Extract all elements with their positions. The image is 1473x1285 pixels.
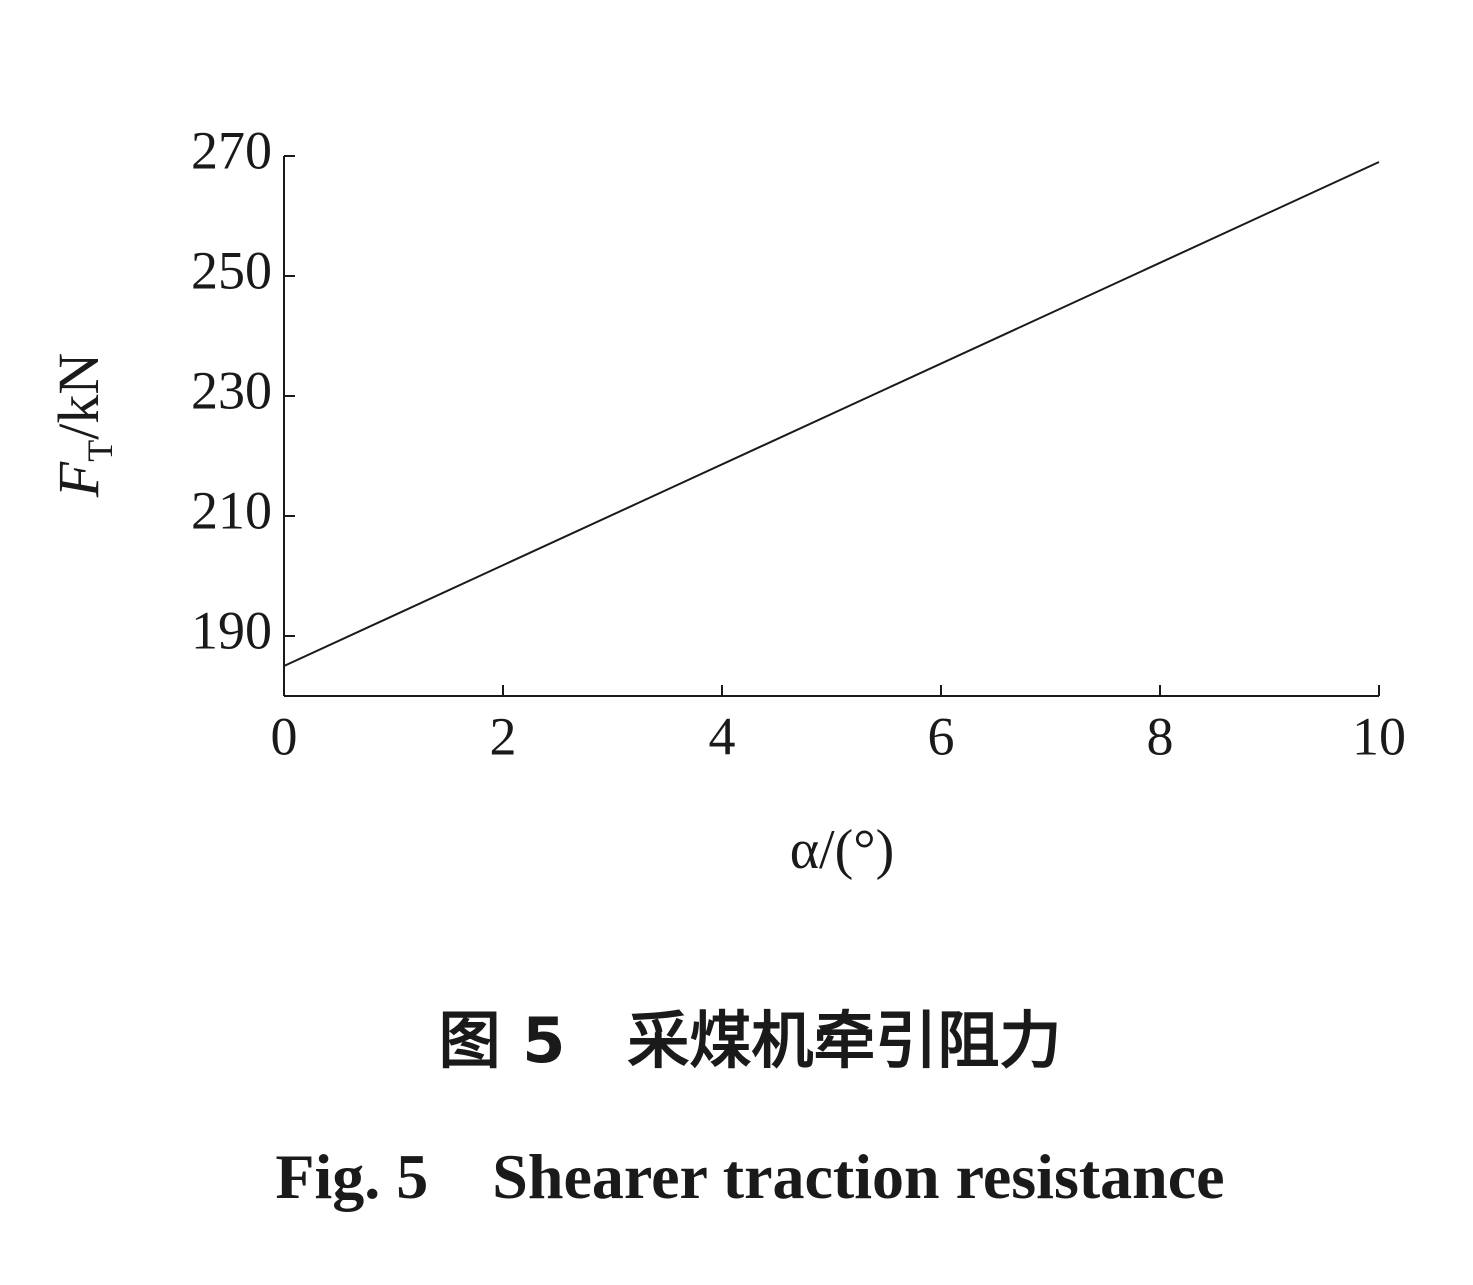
x-axis-label: α/(°) bbox=[790, 819, 895, 881]
y-tick-label: 270 bbox=[191, 120, 272, 180]
caption-en: Fig. 5 Shearer traction resistance bbox=[275, 1141, 1224, 1212]
y-label-symbol: F bbox=[46, 461, 111, 498]
y-tick-label: 210 bbox=[191, 480, 272, 540]
caption-cn: 图 5 采煤机牵引阻力 bbox=[439, 1004, 1062, 1077]
y-tick-label: 190 bbox=[191, 600, 272, 660]
y-axis-label: FT/kN bbox=[46, 353, 120, 498]
x-tick-label: 10 bbox=[1352, 706, 1406, 766]
y-tick-label: 230 bbox=[191, 360, 272, 420]
data-line bbox=[283, 161, 1380, 667]
x-tick-label: 4 bbox=[709, 706, 736, 766]
x-tick-label: 8 bbox=[1147, 706, 1174, 766]
x-tick-label: 6 bbox=[928, 706, 955, 766]
y-label-unit: /kN bbox=[46, 353, 111, 440]
x-tick-label: 2 bbox=[490, 706, 517, 766]
y-label-subscript: T bbox=[80, 440, 120, 462]
x-tick-label: 0 bbox=[271, 706, 298, 766]
y-tick-label: 250 bbox=[191, 240, 272, 300]
